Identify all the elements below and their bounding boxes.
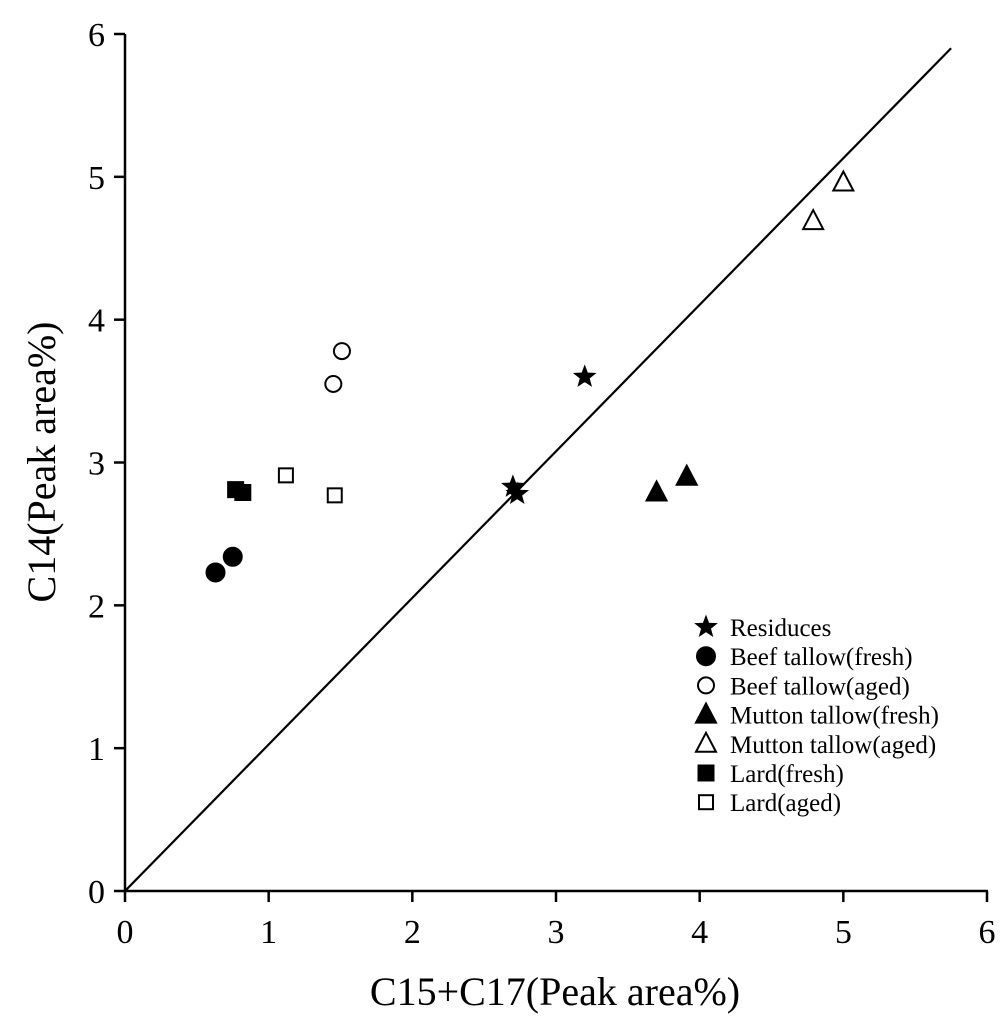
data-point-residuces [572, 364, 597, 387]
x-ticks: 0 1 2 3 4 5 6 [117, 891, 996, 951]
y-ticks: 0 1 2 3 4 5 6 [88, 17, 125, 911]
x-tick-label: 0 [117, 914, 134, 951]
data-point-lard-fresh [234, 483, 252, 501]
x-tick-label: 5 [835, 914, 852, 951]
y-tick-label: 1 [88, 731, 105, 768]
y-tick-label: 5 [88, 160, 105, 197]
legend-marker [696, 646, 716, 667]
data-point-mutton-tallow-fresh [644, 479, 669, 502]
legend-marker [694, 614, 718, 638]
x-tick-label: 2 [404, 914, 421, 951]
data-point-beef-tallow-fresh [205, 562, 226, 583]
data-point-mutton-tallow-aged [831, 169, 855, 192]
y-tick-label: 2 [88, 588, 105, 625]
data-point-beef-tallow-aged [324, 374, 343, 393]
axes [123, 34, 988, 893]
legend-label: Lard(aged) [730, 790, 841, 817]
x-tick-label: 4 [691, 914, 708, 951]
x-tick-label: 3 [548, 914, 565, 951]
data-point-lard-aged [277, 467, 294, 484]
data-point-mutton-tallow-aged [801, 207, 825, 231]
data-point-mutton-tallow-fresh [675, 463, 699, 486]
data-points [205, 169, 855, 583]
data-point-residuces [505, 481, 530, 504]
legend-marker [694, 730, 718, 753]
y-axis-title: C14(Peak area%) [19, 322, 64, 603]
x-tick-label: 6 [979, 914, 996, 951]
legend-label: Beef tallow(aged) [730, 673, 910, 700]
data-point-lard-aged [326, 487, 343, 504]
legend-label: Residuces [730, 615, 831, 642]
y-tick-label: 3 [88, 446, 105, 483]
legend-marker [697, 676, 715, 695]
x-tick-label: 1 [260, 914, 277, 951]
legend-label: Mutton tallow(aged) [730, 732, 936, 759]
legend-marker [697, 764, 715, 782]
y-tick-label: 6 [88, 17, 105, 54]
legend-marker [698, 794, 714, 811]
y-tick-label: 0 [88, 874, 105, 911]
data-point-beef-tallow-aged [332, 342, 351, 361]
legend-marker [694, 701, 718, 724]
legend-label: Beef tallow(fresh) [730, 644, 913, 671]
y-tick-label: 4 [88, 303, 105, 340]
legend-label: Lard(fresh) [730, 761, 844, 788]
data-point-beef-tallow-fresh [222, 546, 243, 567]
legend-label: Mutton tallow(fresh) [730, 703, 939, 730]
reference-line [124, 47, 952, 892]
x-axis-title: C15+C17(Peak area%) [370, 969, 740, 1014]
